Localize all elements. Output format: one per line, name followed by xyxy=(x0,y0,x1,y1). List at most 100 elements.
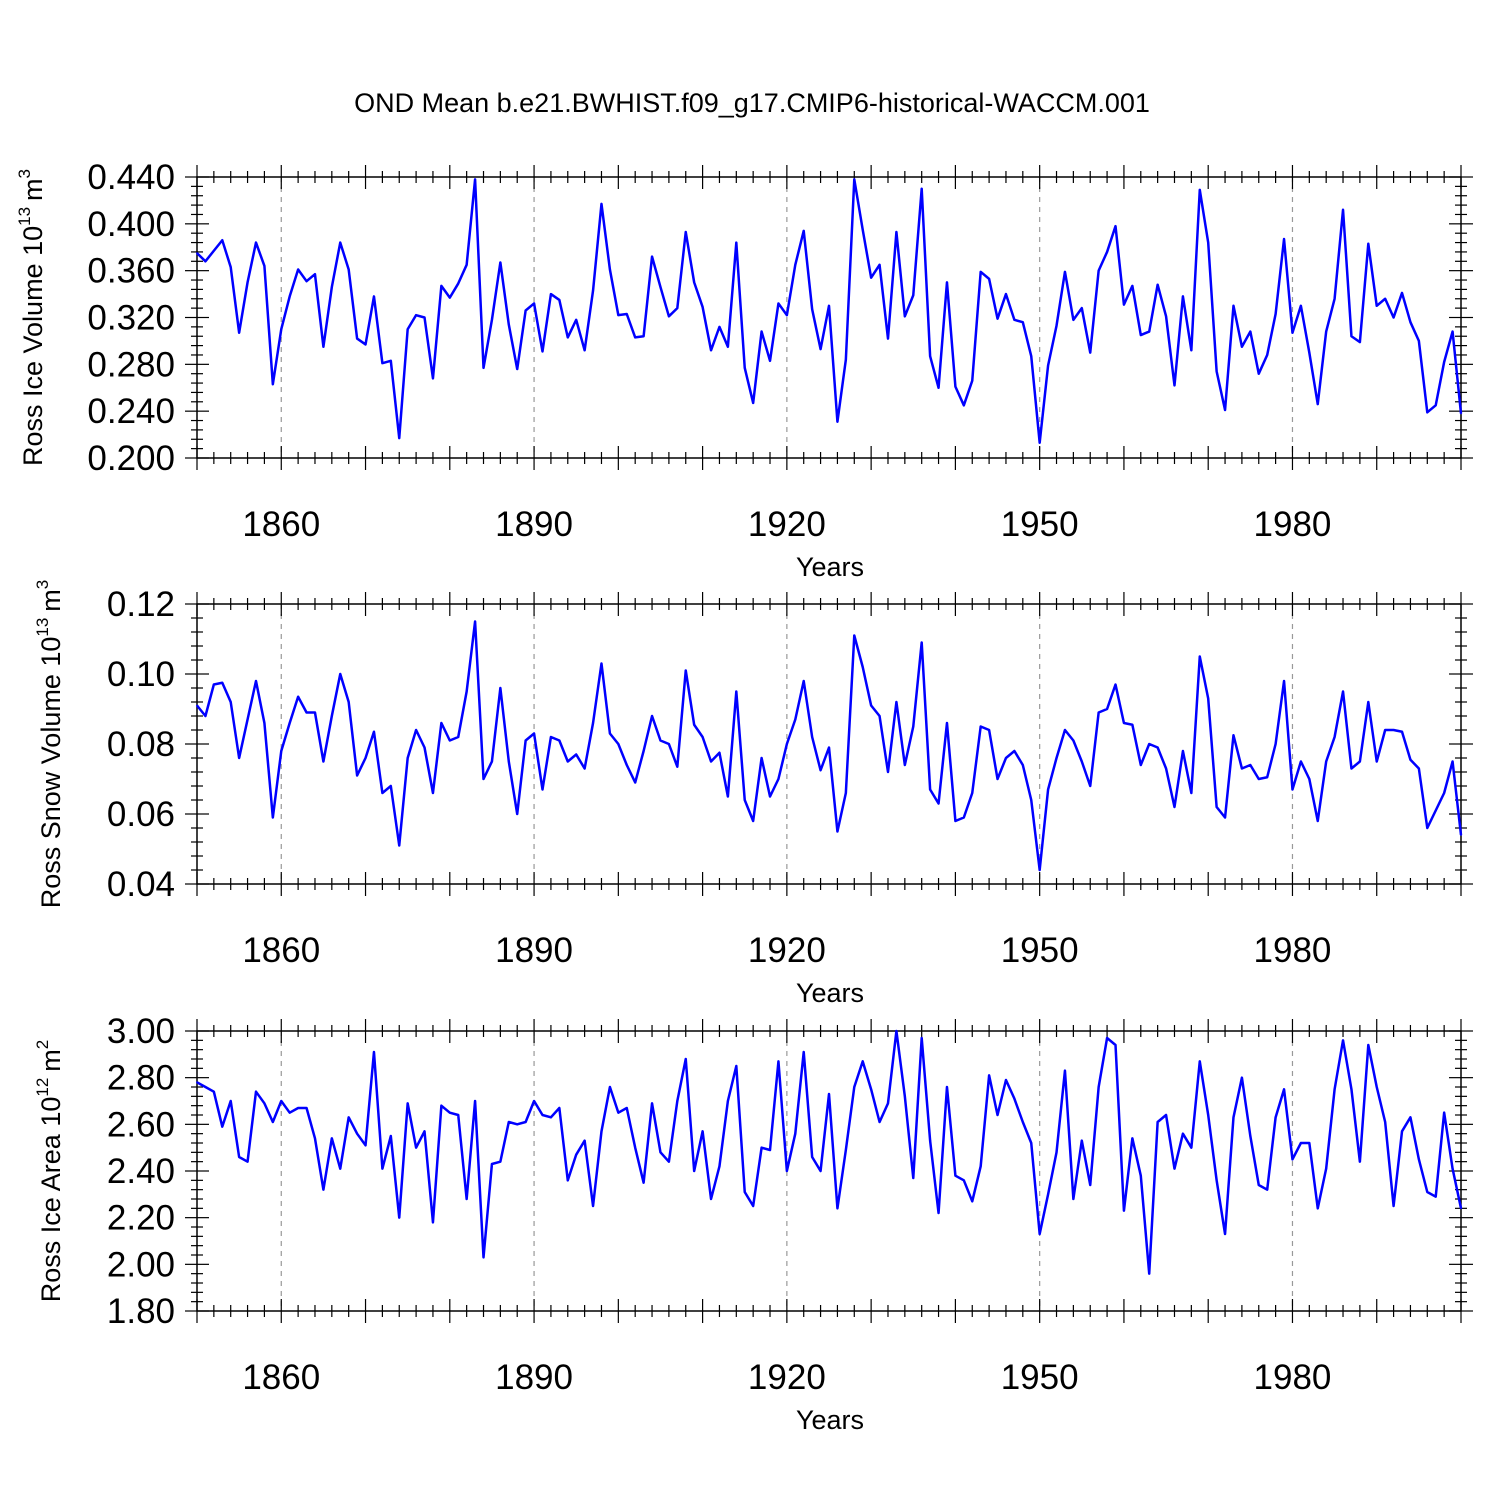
data-point xyxy=(659,1151,662,1154)
data-point xyxy=(448,739,451,742)
data-point xyxy=(347,268,350,271)
data-point xyxy=(1106,1037,1108,1039)
y-axis-label-text: Ross Snow Volume 10 xyxy=(36,637,66,909)
data-point xyxy=(356,774,359,777)
data-point xyxy=(271,383,274,386)
data-point xyxy=(1097,711,1100,714)
data-point xyxy=(592,289,594,292)
data-point xyxy=(583,349,586,352)
data-point xyxy=(1148,743,1151,745)
data-point xyxy=(432,377,434,380)
data-point xyxy=(1342,208,1344,211)
data-point xyxy=(1358,760,1361,763)
data-point xyxy=(819,348,822,351)
data-point xyxy=(314,711,316,714)
data-point xyxy=(1021,764,1024,766)
y-tick-label: 0.360 xyxy=(87,252,175,291)
data-point xyxy=(710,349,712,352)
data-point xyxy=(828,1093,830,1095)
data-point xyxy=(1451,330,1454,333)
data-point xyxy=(575,1153,578,1156)
data-point xyxy=(482,366,485,369)
data-point xyxy=(1005,1079,1007,1081)
x-tick-label: 1860 xyxy=(242,505,320,544)
data-point xyxy=(389,785,392,787)
data-point xyxy=(853,634,856,637)
data-point xyxy=(457,1114,460,1116)
data-point xyxy=(1308,351,1311,354)
data-point xyxy=(1283,238,1285,240)
data-point xyxy=(667,315,670,318)
data-point xyxy=(710,760,712,763)
data-point xyxy=(415,1146,417,1149)
data-point xyxy=(979,1165,982,1168)
data-point xyxy=(440,1104,443,1107)
data-point xyxy=(634,781,637,784)
y-tick-label: 2.00 xyxy=(107,1245,175,1284)
data-point xyxy=(735,690,738,693)
data-point xyxy=(246,718,249,721)
data-point xyxy=(962,1179,965,1182)
x-tick-label: 1950 xyxy=(1001,505,1079,544)
data-point xyxy=(617,1111,620,1114)
data-point xyxy=(1249,764,1252,766)
data-point xyxy=(482,778,485,780)
data-point xyxy=(903,764,906,766)
data-point xyxy=(836,420,839,423)
data-point xyxy=(811,1156,814,1158)
data-point xyxy=(1030,1142,1033,1144)
data-point xyxy=(238,331,241,334)
data-points xyxy=(196,1030,1462,1275)
data-point xyxy=(246,1160,249,1163)
data-point xyxy=(1241,1076,1243,1079)
data-point xyxy=(844,1149,847,1151)
data-point xyxy=(651,255,653,258)
data-point xyxy=(693,723,696,726)
data-point xyxy=(415,729,417,731)
data-point xyxy=(760,330,763,333)
data-point xyxy=(811,308,814,311)
x-tick-labels: 1860 1890 1920 1950 1980 xyxy=(242,505,1331,544)
data-point xyxy=(1207,241,1210,244)
data-point xyxy=(280,328,283,331)
x-tick-label: 1920 xyxy=(748,505,826,544)
data-point xyxy=(1325,330,1328,333)
data-point xyxy=(1173,806,1176,808)
data-point xyxy=(1460,834,1462,836)
data-point xyxy=(1030,355,1033,358)
data-point xyxy=(322,345,325,348)
x-tick-labels: 1860 1890 1920 1950 1980 xyxy=(242,1358,1331,1397)
data-point xyxy=(491,760,493,763)
data-point xyxy=(887,771,889,773)
data-point xyxy=(920,1037,923,1039)
data-point xyxy=(971,379,974,382)
data-point xyxy=(676,1100,679,1102)
data-point xyxy=(1055,757,1058,759)
data-point xyxy=(263,722,266,724)
data-point xyxy=(878,263,881,266)
data-point xyxy=(238,1156,241,1158)
data-point xyxy=(322,760,325,763)
data-point xyxy=(1333,297,1336,300)
data-point xyxy=(381,1167,384,1170)
y-tick-label: 0.240 xyxy=(87,392,175,431)
y-tick-label: 0.440 xyxy=(87,158,175,197)
data-point xyxy=(642,335,645,338)
data-point xyxy=(566,760,569,763)
data-points xyxy=(196,620,1462,871)
y-axis-label-exponent: 12 xyxy=(33,1078,52,1097)
data-point xyxy=(954,820,957,822)
data-point xyxy=(1089,1184,1092,1186)
data-point xyxy=(651,1102,653,1105)
data-point xyxy=(1123,1209,1125,1212)
data-point xyxy=(887,1102,889,1105)
data-point xyxy=(1156,283,1159,286)
data-point xyxy=(1072,318,1075,321)
data-point xyxy=(457,736,460,738)
data-point xyxy=(777,302,780,305)
y-axis-label: Ross Ice Area 1012 m2 xyxy=(33,1040,66,1303)
data-point xyxy=(1021,1121,1024,1123)
data-point xyxy=(314,273,316,276)
data-point xyxy=(1232,304,1235,307)
x-tick-label: 1860 xyxy=(242,1358,320,1397)
